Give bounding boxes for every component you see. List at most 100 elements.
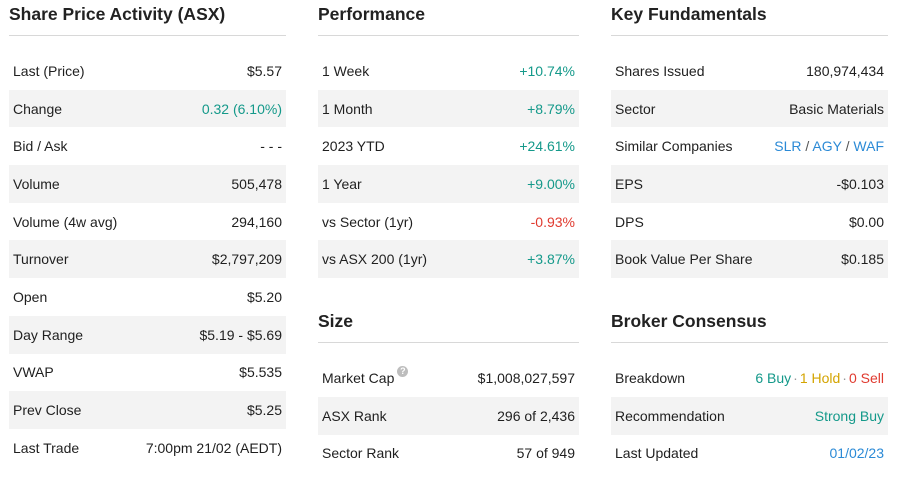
fundamentals-title: Key Fundamentals [611, 0, 888, 36]
table-row: Prev Close $5.25 [9, 391, 286, 429]
table-row: Turnover $2,797,209 [9, 240, 286, 279]
eps-value: -$0.103 [764, 165, 888, 203]
buy-count: 6 Buy [755, 369, 792, 386]
row-label: Sector [611, 89, 765, 128]
table-row: 1 Month +8.79% [318, 89, 579, 128]
table-row: Market Cap? $1,008,027,597 [318, 359, 579, 397]
row-label: Sector Rank [322, 445, 400, 462]
row-label: Open [13, 288, 48, 305]
separator: · [842, 369, 847, 386]
row-label: Book Value Per Share [611, 240, 765, 279]
row-label: Volume (4w avg) [13, 213, 118, 230]
row-label: VWAP [13, 364, 54, 381]
dps-value: $0.00 [848, 213, 884, 230]
change-value: 0.32 (6.10%) [130, 89, 286, 128]
row-label: Recommendation [611, 396, 740, 435]
breakdown-value: 6 Buy · 1 Hold · 0 Sell [739, 359, 888, 397]
fundamentals-panel: Key Fundamentals Shares Issued 180,974,43… [611, 0, 888, 472]
row-label: vs Sector (1yr) [322, 213, 414, 230]
table-row: 2023 YTD +24.61% [318, 127, 579, 165]
perf-1-week-value: +10.74% [519, 62, 575, 79]
row-label: Volume [9, 165, 131, 203]
row-label: 1 Week [322, 62, 370, 79]
open-value: $5.20 [246, 288, 282, 305]
row-label: DPS [615, 213, 644, 230]
sector-rank-value: 57 of 949 [516, 445, 575, 462]
row-label: ASX Rank [318, 396, 442, 435]
row-label: 2023 YTD [322, 138, 385, 155]
table-row: Change 0.32 (6.10%) [9, 89, 286, 128]
table-row: Similar Companies SLR / AGY / WAF [611, 127, 888, 165]
sell-count: 0 Sell [848, 369, 884, 386]
table-row: Sector Rank 57 of 949 [318, 435, 579, 473]
table-row: EPS -$0.103 [611, 165, 888, 203]
row-label: Bid / Ask [13, 138, 68, 155]
table-row: ASX Rank 296 of 2,436 [318, 396, 579, 435]
vwap-value: $5.535 [239, 364, 282, 381]
fundamentals-table: Shares Issued 180,974,434 Sector Basic Mat… [611, 52, 888, 279]
table-row: Shares Issued 180,974,434 [611, 52, 888, 90]
row-label: Day Range [9, 315, 131, 354]
share-price-table: Last (Price) $5.57 Change 0.32 (6.10%) Bid… [9, 52, 286, 467]
table-row: 1 Year +9.00% [318, 165, 579, 203]
table-row: Breakdown 6 Buy · 1 Hold · 0 Sell [611, 359, 888, 397]
row-label: Last Trade [13, 439, 80, 456]
market-cap-label: Market Cap [322, 369, 395, 386]
broker-title: Broker Consensus [611, 307, 888, 344]
performance-table: 1 Week +10.74% 1 Month +8.79% 2023 YTD +24.… [318, 52, 579, 279]
book-value-value: $0.185 [764, 240, 888, 279]
table-row: Last (Price) $5.57 [9, 52, 286, 90]
row-label: Turnover [9, 240, 131, 279]
similar-company-link[interactable]: WAF [853, 138, 884, 155]
share-price-title: Share Price Activity (ASX) [9, 0, 286, 36]
separator: / [805, 138, 810, 155]
row-label: Shares Issued [615, 62, 705, 79]
volume-value: 505,478 [130, 165, 286, 203]
row-label: Change [9, 89, 131, 128]
asx-rank-value: 296 of 2,436 [441, 396, 579, 435]
separator: · [793, 369, 798, 386]
hold-count: 1 Hold [799, 369, 841, 386]
table-row: vs Sector (1yr) -0.93% [318, 203, 579, 241]
table-row: Volume 505,478 [9, 165, 286, 203]
table-row: 1 Week +10.74% [318, 52, 579, 90]
similar-companies-value: SLR / AGY / WAF [764, 127, 888, 165]
performance-panel: Performance 1 Week +10.74% 1 Month +8.79% … [318, 0, 579, 472]
table-row: Day Range $5.19 - $5.69 [9, 315, 286, 354]
separator: / [845, 138, 850, 155]
perf-1-month-value: +8.79% [484, 89, 579, 128]
perf-vs-asx200-value: +3.87% [484, 240, 579, 279]
last-updated-link[interactable]: 01/02/23 [829, 445, 885, 462]
table-row: Recommendation Strong Buy [611, 396, 888, 435]
similar-company-link[interactable]: SLR [774, 138, 802, 155]
perf-vs-sector-value: -0.93% [530, 213, 575, 230]
size-title: Size [318, 307, 579, 344]
row-label: vs ASX 200 (1yr) [318, 240, 485, 279]
table-row: Book Value Per Share $0.185 [611, 240, 888, 279]
row-label: 1 Year [318, 165, 485, 203]
table-row: Last Updated 01/02/23 [611, 435, 888, 473]
table-row: Last Trade 7:00pm 21/02 (AEDT) [9, 429, 286, 467]
sector-value: Basic Materials [764, 89, 888, 128]
row-label: Similar Companies [615, 138, 733, 155]
recommendation-value: Strong Buy [739, 396, 888, 435]
table-row: VWAP $5.535 [9, 354, 286, 392]
market-cap-value: $1,008,027,597 [477, 369, 575, 386]
day-range-value: $5.19 - $5.69 [130, 315, 286, 354]
row-label: Prev Close [9, 391, 131, 429]
shares-issued-value: 180,974,434 [806, 62, 884, 79]
performance-title: Performance [318, 0, 579, 36]
table-row: Open $5.20 [9, 278, 286, 316]
row-label: Market Cap? [318, 359, 441, 397]
perf-1-year-value: +9.00% [484, 165, 579, 203]
size-table: Market Cap? $1,008,027,597 ASX Rank 296 of… [318, 359, 579, 472]
prev-close-value: $5.25 [130, 391, 286, 429]
last-price-value: $5.57 [246, 62, 282, 79]
bid-ask-value: - - - [260, 138, 282, 155]
row-label: Breakdown [615, 369, 686, 386]
table-row: Bid / Ask - - - [9, 127, 286, 165]
last-trade-value: 7:00pm 21/02 (AEDT) [145, 439, 282, 456]
similar-company-link[interactable]: AGY [812, 138, 842, 155]
table-row: Sector Basic Materials [611, 89, 888, 128]
help-icon[interactable]: ? [397, 365, 409, 377]
